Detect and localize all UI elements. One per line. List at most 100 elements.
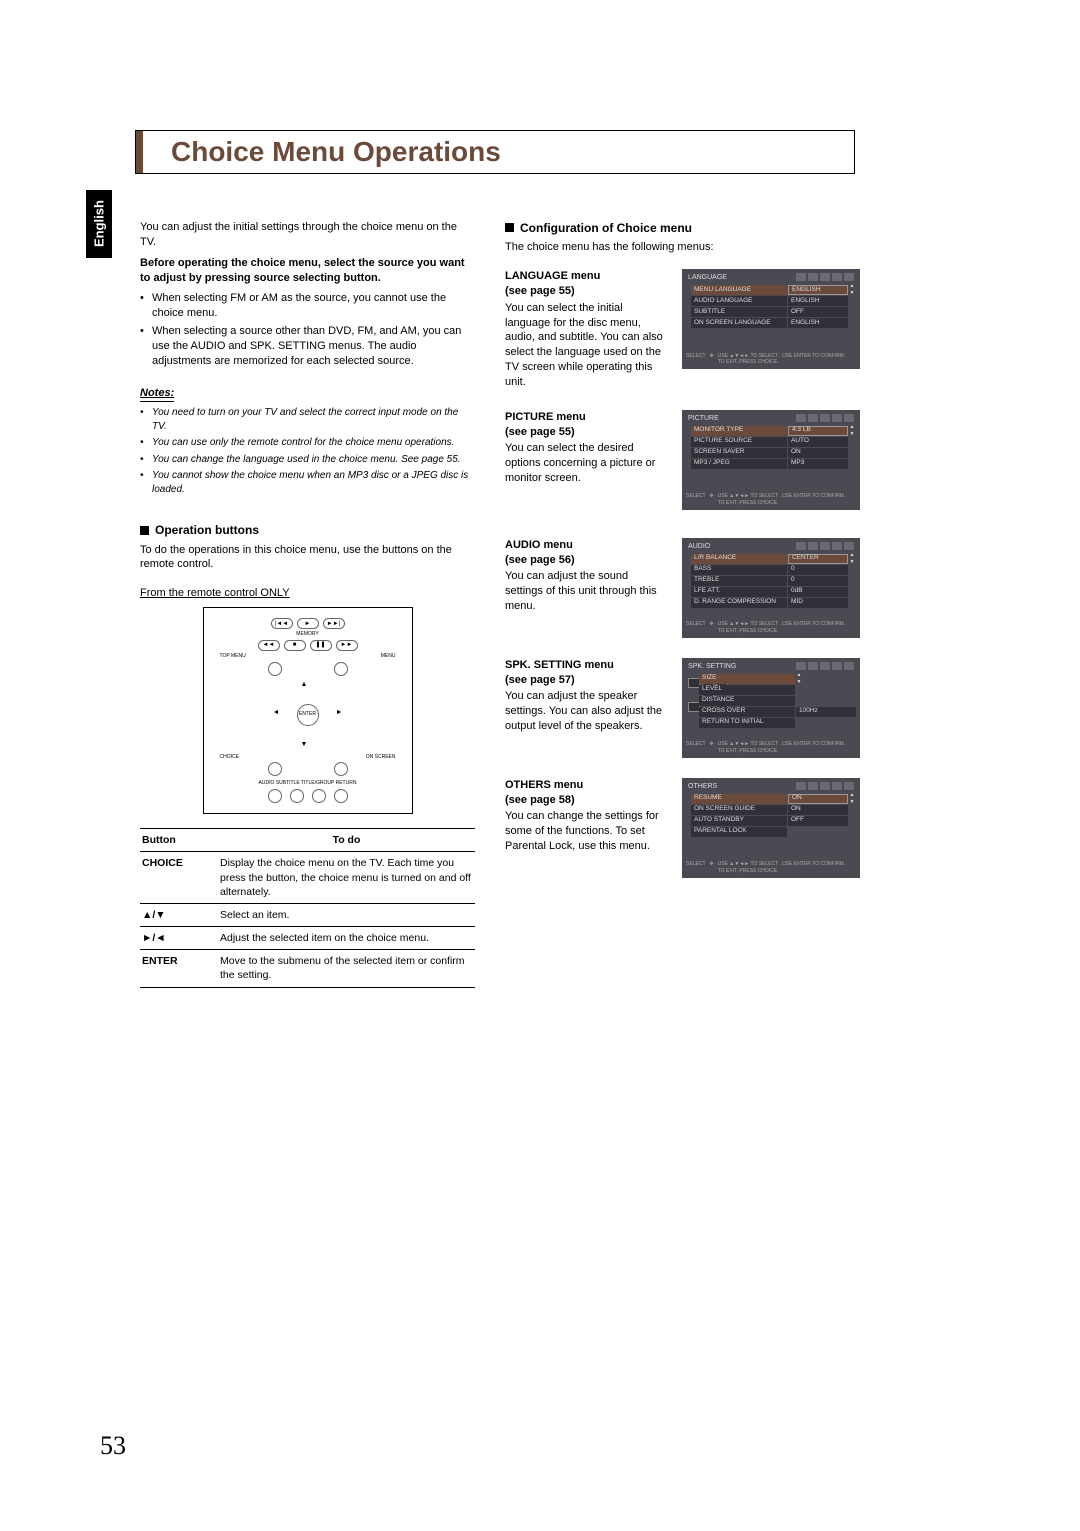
menu-desc: You can adjust the sound settings of thi…: [505, 569, 668, 614]
osd-row: LEVEL: [699, 685, 856, 695]
osd-screenshot: AUDIOL/R BALANCECENTER▲▼BASS0TREBLE0LFE …: [682, 538, 860, 638]
osd-foot-text: USE ▲▼◄► TO SELECT . USE ENTER TO CONFIR…: [718, 741, 845, 755]
tab-icon: [808, 414, 818, 422]
osd-label: RETURN TO INITIAL: [699, 718, 795, 728]
desc-cell: Display the choice menu on the TV. Each …: [218, 852, 475, 904]
remote-rew-icon: ◄◄: [258, 640, 280, 651]
note-item: • You can use only the remote control fo…: [140, 436, 475, 450]
note-text: You can change the language used in the …: [152, 453, 475, 467]
remote-only-header: From the remote control ONLY: [140, 586, 475, 601]
left-column: You can adjust the initial settings thro…: [140, 220, 475, 988]
bullet-item: • When selecting a source other than DVD…: [140, 324, 475, 369]
osd-label: BASS: [691, 565, 787, 575]
osd-row: MP3 / JPEGMP3: [691, 459, 856, 469]
tab-icon: [808, 662, 818, 670]
down-icon: ▼: [301, 740, 308, 749]
tab-icon: [844, 782, 854, 790]
btn-cell: ENTER: [140, 950, 218, 987]
tab-icon: [808, 273, 818, 281]
updown-icon: ▲▼: [848, 424, 856, 438]
osd-label: D. RANGE COMPRESSION: [691, 598, 787, 608]
menu-see-page: (see page 58): [505, 793, 668, 808]
tab-icon: [796, 662, 806, 670]
osd-row: MONITOR TYPE4:3 LB▲▼: [691, 426, 856, 436]
osd-title: AUDIO: [688, 542, 710, 551]
osd-title: LANGUAGE: [688, 273, 727, 282]
operation-buttons-text: To do the operations in this choice menu…: [140, 543, 475, 573]
menu-block: SPK. SETTING menu(see page 57)You can ad…: [505, 658, 860, 758]
remote-prev-icon: |◄◄: [271, 618, 293, 629]
menu-text: LANGUAGE menu(see page 55)You can select…: [505, 269, 668, 390]
updown-icon: ▲▼: [848, 552, 856, 566]
tab-icon: [796, 414, 806, 422]
osd-row: TREBLE0: [691, 576, 856, 586]
osd-value: 100Hz: [796, 707, 856, 717]
osd-label: AUDIO LANGUAGE: [691, 296, 787, 306]
bullet-icon: •: [140, 406, 152, 433]
tab-icon: [796, 273, 806, 281]
top-menu-label: TOP MENU: [220, 653, 246, 660]
osd-label: SUBTITLE: [691, 307, 787, 317]
bullet-text: When selecting FM or AM as the source, y…: [152, 291, 475, 321]
dpad: ▲ ▼ ◄ ► ENTER: [273, 680, 343, 750]
osd-row: SIZE▲▼: [699, 674, 856, 684]
osd-row: AUTO STANDBYOFF: [691, 816, 856, 826]
note-item: • You need to turn on your TV and select…: [140, 406, 475, 433]
osd-foot-select: SELECT: [686, 861, 705, 875]
up-icon: ▲: [301, 680, 308, 689]
osd-title: SPK. SETTING: [688, 662, 736, 671]
tab-icon: [808, 782, 818, 790]
osd-label: MP3 / JPEG: [691, 459, 787, 469]
osd-foot-text: USE ▲▼◄► TO SELECT . USE ENTER TO CONFIR…: [718, 621, 845, 635]
choice-label: CHOICE: [220, 754, 239, 761]
tab-icon: [820, 414, 830, 422]
updown-icon: ▲▼: [795, 672, 803, 686]
osd-title: OTHERS: [688, 782, 717, 791]
osd-label: RESUME: [691, 794, 787, 804]
menu-see-page: (see page 56): [505, 553, 668, 568]
btn-cell: ►/◄: [140, 927, 218, 950]
remote-stop-icon: ■: [284, 640, 306, 651]
remote-pause-icon: ❚❚: [310, 640, 332, 651]
osd-tabs: [796, 662, 854, 671]
joystick-icon: ✥: [710, 861, 714, 875]
tab-icon: [832, 782, 842, 790]
updown-icon: ▲▼: [848, 792, 856, 806]
menu-title: AUDIO menu: [505, 538, 668, 553]
osd-footer: SELECT ✥ USE ▲▼◄► TO SELECT . USE ENTER TO…: [686, 861, 856, 875]
menu-title: PICTURE menu: [505, 410, 668, 425]
osd-footer: SELECT✥USE ▲▼◄► TO SELECT . USE ENTER TO…: [686, 493, 856, 507]
osd-row: L/R BALANCECENTER▲▼: [691, 554, 856, 564]
osd-row: CROSS OVER100Hz: [699, 707, 856, 717]
osd-value: OFF: [788, 816, 848, 826]
osd-tabs: [796, 273, 854, 282]
tab-icon: [796, 542, 806, 550]
osd-tabs: [796, 782, 854, 791]
before-text: Before operating the choice menu, select…: [140, 256, 475, 286]
tab-icon: [820, 782, 830, 790]
osd-foot-select: SELECT: [686, 741, 705, 755]
osd-label: SCREEN SAVER: [691, 448, 787, 458]
square-icon: [140, 526, 149, 535]
osd-row: RESUMEON▲▼: [691, 794, 856, 804]
remote-button: [268, 789, 282, 803]
osd-label: PARENTAL LOCK: [691, 827, 787, 837]
osd-title: PICTURE: [688, 414, 719, 423]
osd-value: ON: [788, 794, 848, 804]
title-bar: Choice Menu Operations: [135, 130, 855, 174]
page-number: 53: [100, 1431, 126, 1461]
osd-label: MONITOR TYPE: [691, 426, 787, 436]
onscreen-label: ON SCREEN: [366, 754, 396, 761]
remote-button: [334, 662, 348, 676]
note-text: You can use only the remote control for …: [152, 436, 475, 450]
tab-icon: [844, 662, 854, 670]
osd-row: MENU LANGUAGEENGLISH▲▼: [691, 285, 856, 295]
bullet-icon: •: [140, 453, 152, 467]
col-todo: To do: [218, 829, 475, 852]
remote-button: [334, 789, 348, 803]
osd-foot-select: SELECT: [686, 353, 705, 367]
button-table: Button To do CHOICE Display the choice m…: [140, 828, 475, 987]
osd-foot-text: USE ▲▼◄► TO SELECT . USE ENTER TO CONFIR…: [718, 861, 845, 875]
osd-row: BASS0: [691, 565, 856, 575]
osd-label: MENU LANGUAGE: [691, 285, 787, 295]
